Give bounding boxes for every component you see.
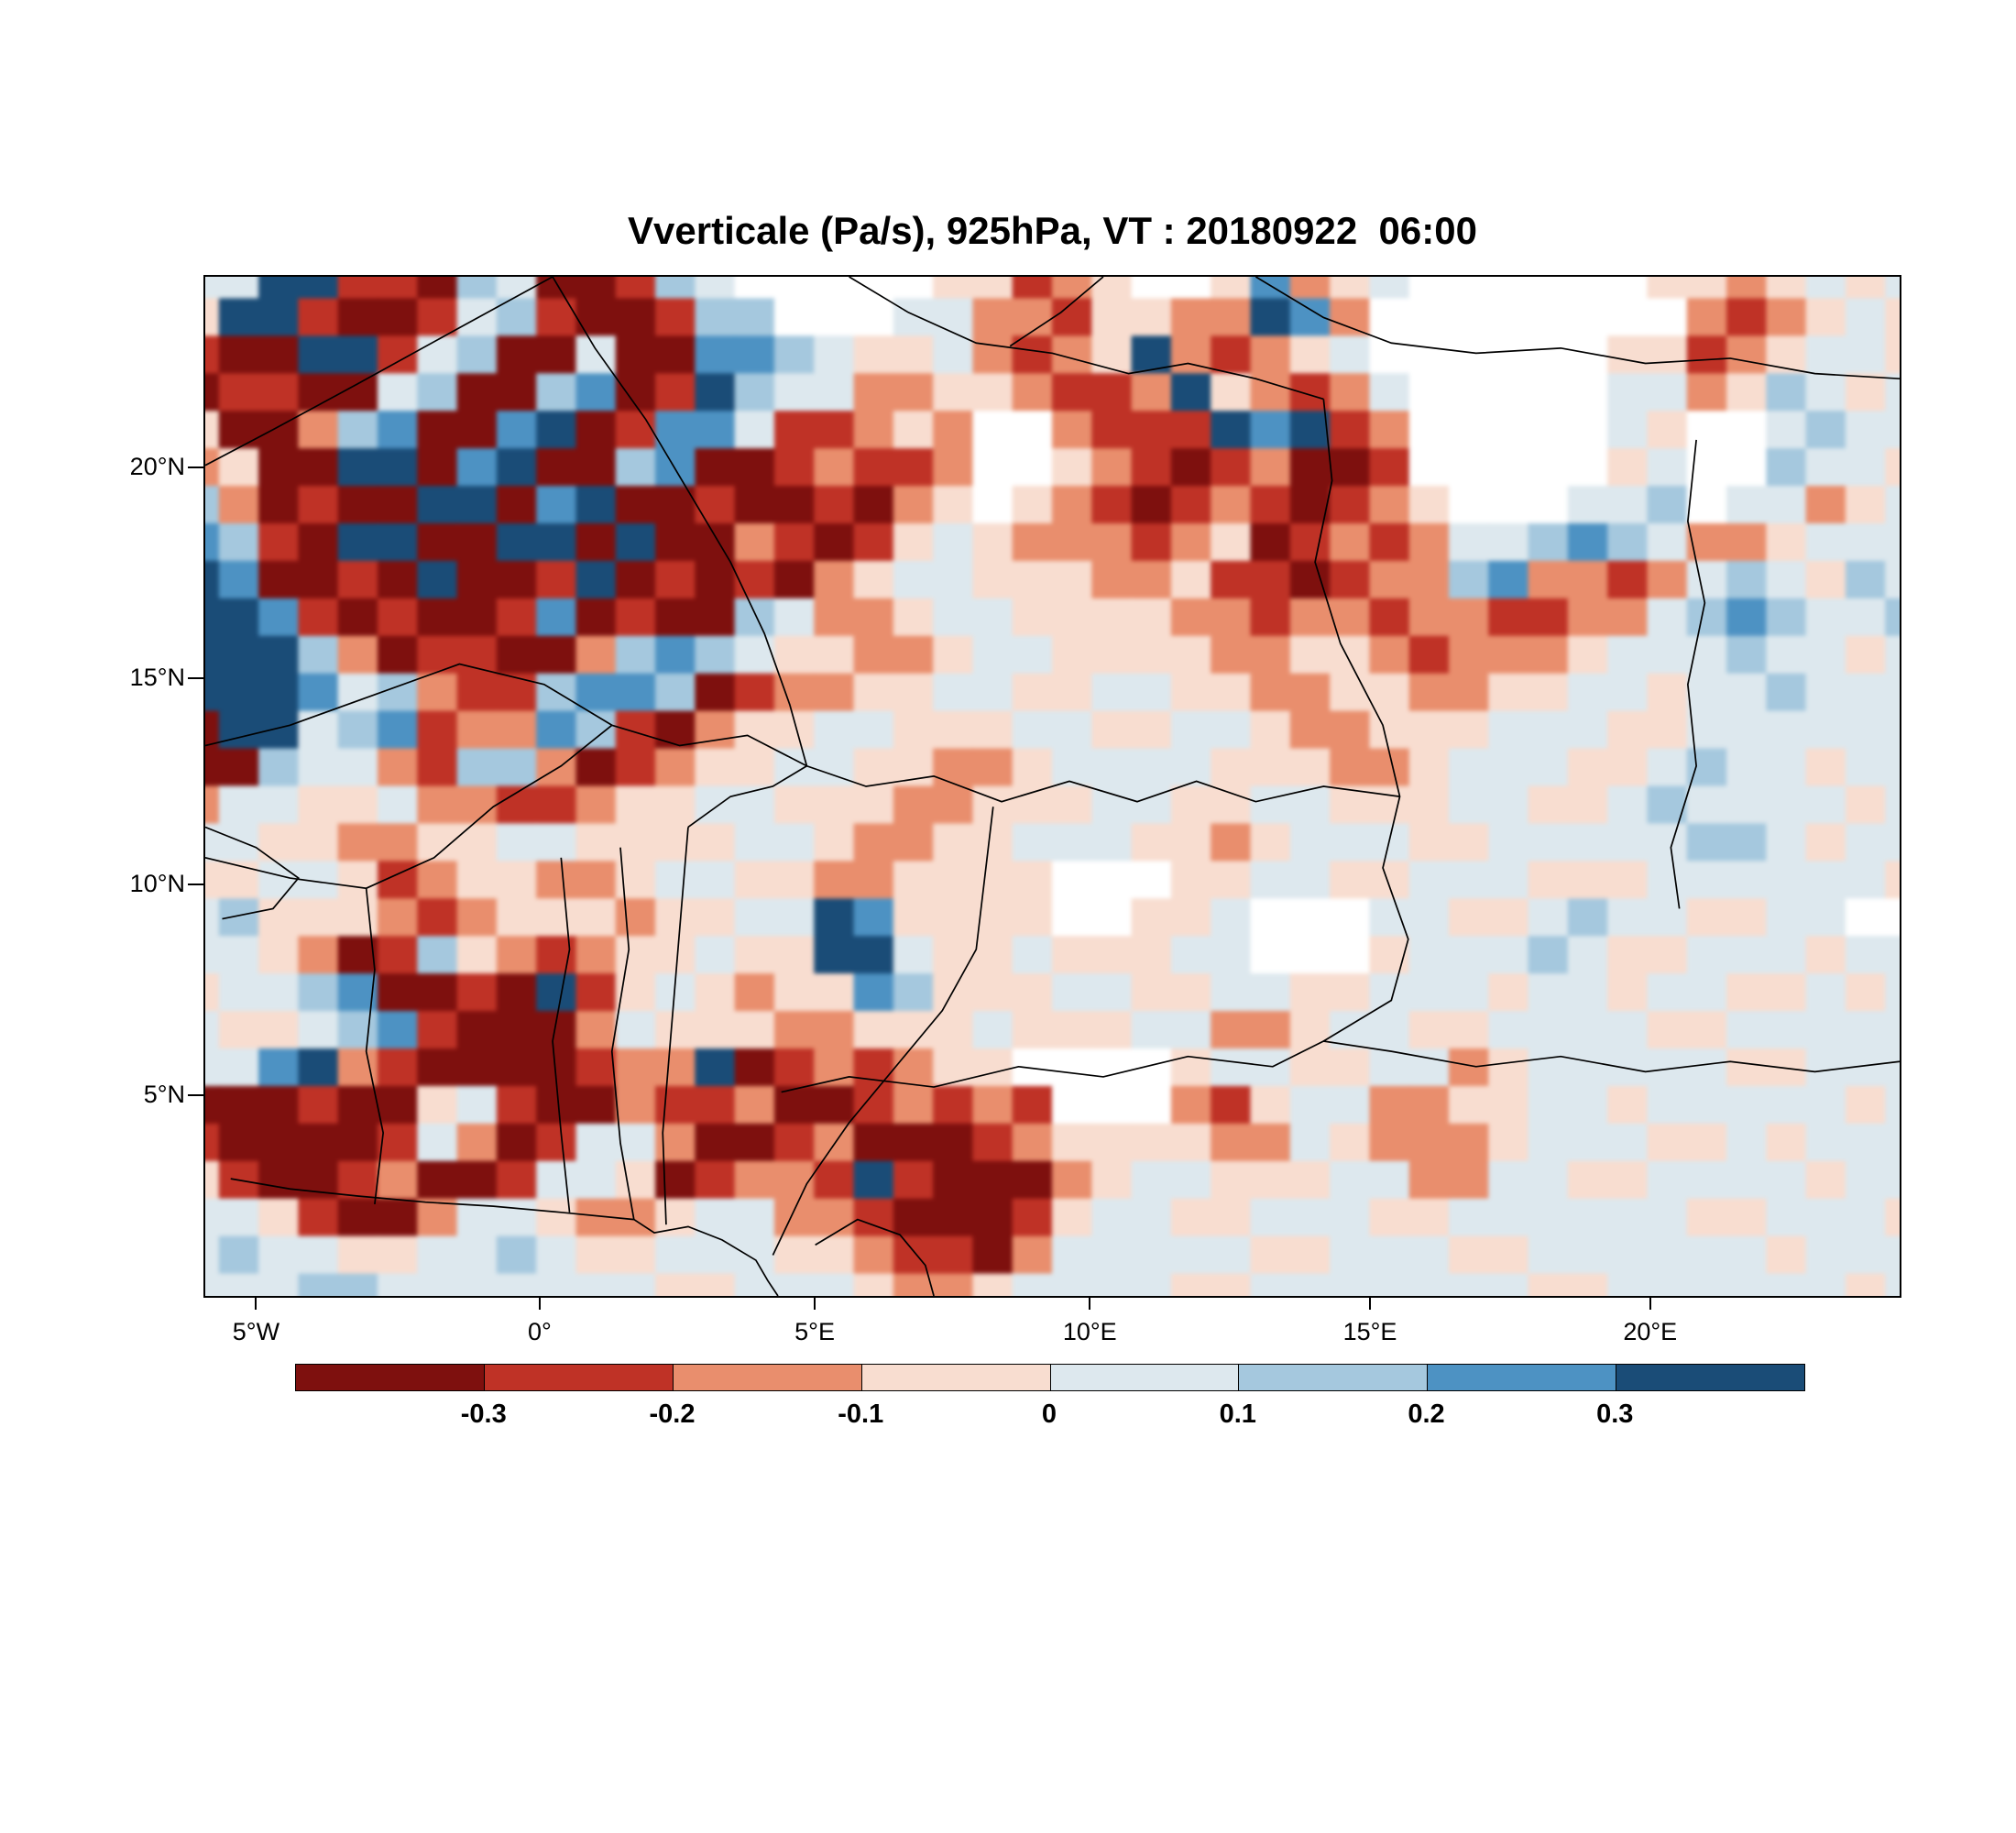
y-axis-tick-mark bbox=[188, 884, 203, 886]
country-border bbox=[205, 827, 299, 918]
colorbar-segment bbox=[1427, 1365, 1616, 1390]
x-axis-tick-mark bbox=[538, 1298, 541, 1310]
country-border bbox=[688, 766, 806, 828]
y-axis-tick-label: 15°N bbox=[129, 663, 185, 691]
colorbar-tick-label: 0.2 bbox=[1408, 1399, 1445, 1429]
x-axis-tick-mark bbox=[814, 1298, 816, 1310]
y-axis-tick-mark bbox=[188, 466, 203, 468]
country-border bbox=[816, 1220, 934, 1296]
colorbar-tick-label: -0.1 bbox=[838, 1399, 884, 1429]
x-axis-tick-label: 0° bbox=[527, 1318, 552, 1345]
colorbar-segment bbox=[1238, 1365, 1428, 1390]
colorbar-segment bbox=[483, 1365, 673, 1390]
x-axis-tick-label: 10°E bbox=[1062, 1318, 1117, 1345]
y-axis-tick-label: 20°N bbox=[129, 452, 185, 480]
colorbar-tick-label: 0.3 bbox=[1596, 1399, 1634, 1429]
country-border bbox=[772, 807, 992, 1255]
colorbar-tick-label: -0.2 bbox=[649, 1399, 696, 1429]
country-border bbox=[205, 664, 612, 746]
country-border bbox=[1315, 399, 1408, 1041]
y-axis-tick-label: 10°N bbox=[129, 870, 185, 898]
map-plot-area bbox=[203, 275, 1901, 1298]
x-axis-tick-label: 15°E bbox=[1342, 1318, 1397, 1345]
country-border bbox=[1255, 277, 1900, 379]
x-axis-tick-label: 20°E bbox=[1623, 1318, 1678, 1345]
x-axis-tick-mark bbox=[1649, 1298, 1651, 1310]
country-border bbox=[782, 1041, 1900, 1092]
x-axis-tick-mark bbox=[1369, 1298, 1371, 1310]
colorbar-segment bbox=[1049, 1365, 1239, 1390]
colorbar-tick-label: 0.1 bbox=[1219, 1399, 1256, 1429]
country-border bbox=[231, 1179, 778, 1296]
x-axis-tick-label: 5°W bbox=[232, 1318, 280, 1345]
country-border bbox=[612, 725, 1400, 801]
colorbar-tick-label: 0 bbox=[1041, 1399, 1057, 1429]
y-axis-tick-label: 5°N bbox=[143, 1081, 185, 1109]
colorbar-segment bbox=[296, 1365, 484, 1390]
country-border bbox=[367, 888, 383, 1204]
country-border bbox=[553, 858, 569, 1213]
colorbar-segment bbox=[672, 1365, 861, 1390]
x-axis-tick-mark bbox=[1089, 1298, 1091, 1310]
country-border bbox=[553, 277, 806, 766]
colorbar-segment bbox=[1616, 1365, 1804, 1390]
x-axis-tick-label: 5°E bbox=[794, 1318, 835, 1345]
country-border bbox=[612, 848, 634, 1220]
colorbar-segment bbox=[860, 1365, 1050, 1390]
country-border bbox=[849, 277, 1324, 399]
chart-title: Vverticale (Pa/s), 925hPa, VT : 20180922… bbox=[628, 209, 1477, 252]
y-axis-tick-mark bbox=[188, 676, 203, 679]
country-border bbox=[1010, 277, 1103, 346]
borders-layer bbox=[205, 277, 1900, 1296]
country-border bbox=[205, 277, 553, 466]
country-border bbox=[205, 725, 612, 888]
colorbar bbox=[295, 1364, 1805, 1391]
country-border bbox=[663, 827, 688, 1224]
y-axis-tick-mark bbox=[188, 1094, 203, 1097]
colorbar-tick-label: -0.3 bbox=[460, 1399, 507, 1429]
country-border bbox=[1671, 440, 1704, 909]
x-axis-tick-mark bbox=[255, 1298, 257, 1310]
